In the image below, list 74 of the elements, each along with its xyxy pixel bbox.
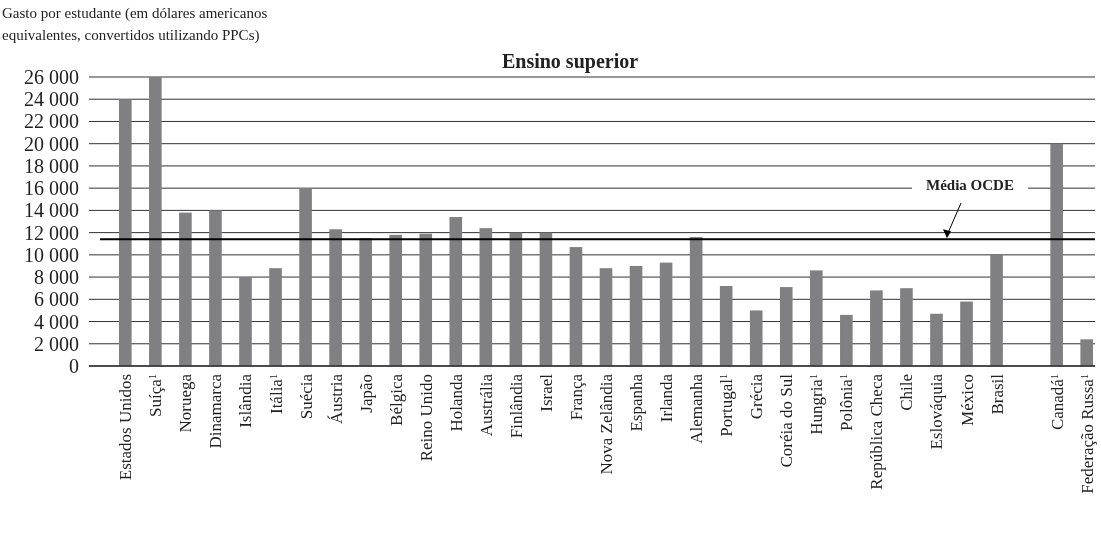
x-tick-label: Japão [356, 374, 376, 413]
bar [779, 287, 793, 366]
x-tick-label: México [957, 374, 977, 426]
bar [119, 99, 132, 366]
x-tick-label: Nova Zelândia [597, 373, 616, 475]
bar [419, 233, 433, 366]
y-tick-label: 26 000 [24, 66, 79, 88]
y-tick-label: 18 000 [24, 154, 79, 177]
bar [389, 234, 403, 366]
x-tick-label: República Checa [867, 373, 887, 490]
x-tick-label: Chile [897, 374, 917, 411]
bar [599, 268, 613, 366]
x-tick-label: Noruega [176, 373, 196, 433]
y-tick-label: 2 000 [34, 332, 79, 355]
bar [149, 77, 162, 366]
chart-title: Ensino superior [501, 50, 639, 73]
bar [629, 265, 643, 366]
bar [840, 314, 853, 366]
y-tick-label: 6 000 [34, 288, 79, 311]
bar [179, 212, 192, 366]
x-tick-label: Grécia [747, 373, 767, 420]
x-tick-label: Islândia [236, 373, 256, 428]
bar [569, 247, 583, 366]
x-tick-label: Coréia do Sul [777, 373, 797, 468]
bar [239, 277, 252, 366]
y-tick-label: 20 000 [24, 132, 79, 155]
y-tick-label: 8 000 [34, 266, 79, 289]
x-tick-label: Bélgica [386, 373, 406, 426]
x-tick-label: Dinamarca [206, 373, 226, 449]
x-tick-label: Brasil [987, 373, 1007, 415]
x-tick-label: Reino Unido [416, 374, 436, 462]
x-tick-label: Alemanha [687, 373, 707, 444]
x-tick-label: Suécia [296, 373, 316, 420]
bar [299, 188, 312, 366]
bar [509, 232, 523, 366]
bar [809, 270, 823, 366]
bar [479, 228, 493, 366]
bar [749, 310, 763, 366]
y-tick-label: 12 000 [24, 221, 79, 244]
bar [900, 288, 913, 366]
x-tick-label: Israel [536, 373, 556, 412]
x-tick-label: Finlândia [506, 373, 526, 439]
bar [689, 237, 703, 366]
y-tick-label: 16 000 [24, 177, 79, 200]
bar [1080, 339, 1093, 366]
x-tick-label: Holanda [446, 373, 466, 432]
x-tick-label: Eslováquia [927, 373, 947, 450]
x-tick-label: Irlanda [657, 373, 677, 423]
bar [329, 229, 342, 366]
bar [990, 254, 1003, 366]
bar [269, 268, 282, 366]
bar [209, 210, 222, 366]
y-tick-label: 24 000 [24, 88, 79, 111]
y-tick-label: 14 000 [24, 199, 79, 222]
x-tick-label: França [566, 373, 586, 421]
bar [960, 301, 973, 366]
bar [539, 232, 553, 366]
bar [359, 238, 372, 366]
bar [870, 290, 883, 366]
y-tick-label: 4 000 [34, 310, 79, 333]
bar [719, 285, 733, 366]
x-tick-label: Austrália [476, 373, 496, 437]
y-tick-label: 10 000 [24, 243, 79, 266]
bar [449, 217, 463, 366]
y-axis-title: Gasto por estudante (em dólares americanos equivalentes, convertidos utilizando PPCs) [2, 5, 268, 44]
bar [659, 262, 673, 366]
y-tick-label: 0 [69, 355, 79, 377]
x-tick-label: Estados Unidos [116, 374, 136, 481]
x-tick-label: Áustria [326, 373, 346, 425]
ref-line-label: Média OCDE [926, 177, 1014, 193]
x-tick-label: Espanha [627, 373, 647, 432]
bar [930, 313, 943, 366]
bar [1050, 143, 1063, 366]
y-tick-label: 22 000 [24, 110, 79, 133]
